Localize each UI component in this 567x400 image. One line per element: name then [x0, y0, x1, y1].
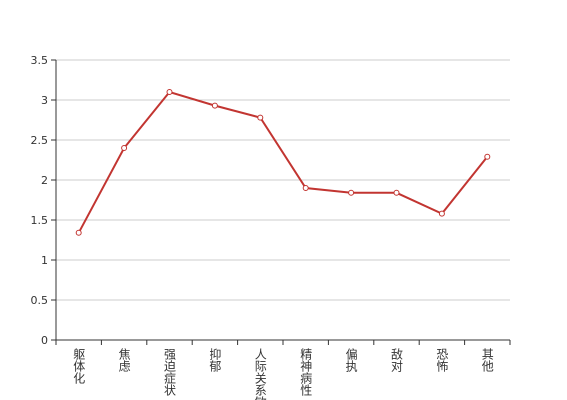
point	[166, 89, 173, 95]
point	[393, 189, 400, 196]
point	[302, 185, 309, 191]
point	[121, 145, 128, 151]
x-tick-label: 强迫症状	[163, 348, 177, 396]
y-tick-label: 2	[41, 174, 48, 187]
y-tick-label: 1.5	[31, 214, 49, 227]
x-tick-label: 焦虑	[117, 348, 131, 372]
point	[484, 153, 491, 160]
y-tick-label: 3	[41, 94, 48, 107]
point	[211, 102, 218, 109]
x-tick-label: 抑郁	[208, 347, 222, 373]
y-tick-label: 0	[41, 334, 48, 347]
line	[77, 90, 489, 234]
y-tick-label: 2.5	[31, 134, 49, 147]
point	[75, 229, 82, 236]
x-tick-label: 恐怖	[435, 348, 449, 372]
x-tick-label: 偏执	[344, 347, 358, 373]
point	[257, 114, 264, 121]
point	[348, 189, 355, 196]
x-tick-label: 躯体化	[72, 347, 86, 385]
y-tick-label: 1	[41, 254, 48, 267]
x-tick-label: 敌对	[390, 347, 404, 372]
x-tick-label: 精神病性	[299, 348, 313, 397]
y-tick-label: 3.5	[31, 54, 49, 67]
y-tick-label: 0.5	[31, 294, 49, 307]
x-tick-label: 人际关系敏感	[253, 348, 267, 400]
x-tick-label: 其他	[480, 348, 494, 372]
point	[438, 210, 445, 217]
